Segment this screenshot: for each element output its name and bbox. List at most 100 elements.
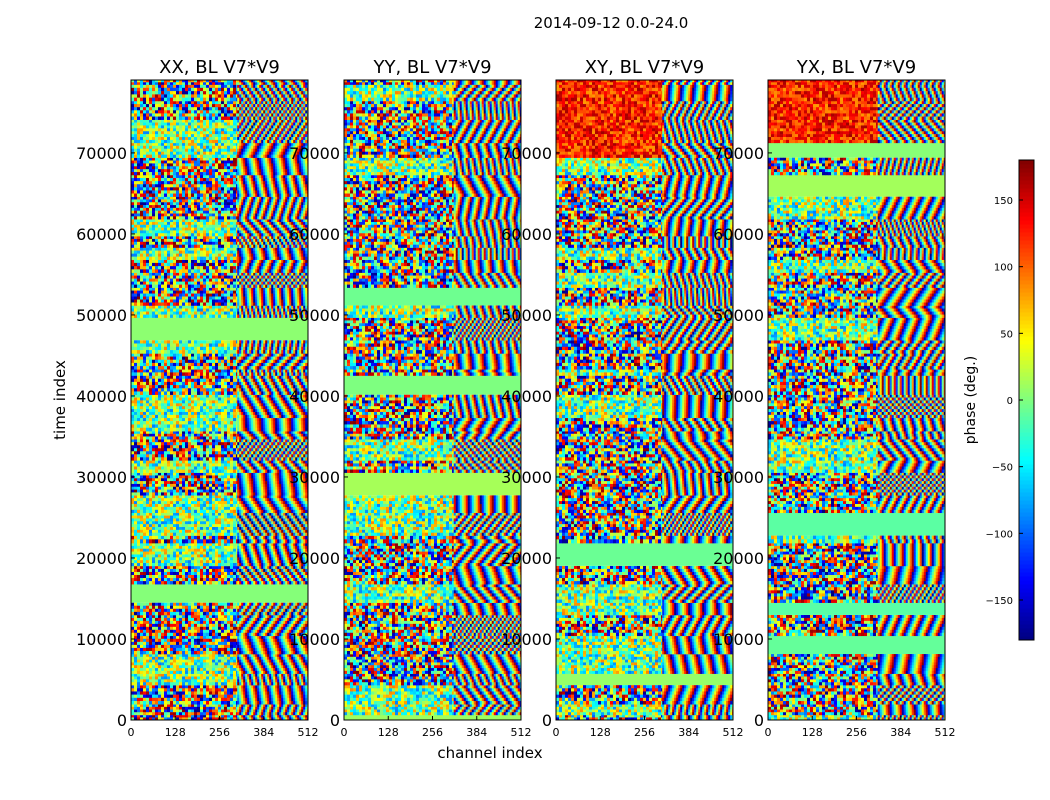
colorbar-segment — [1019, 332, 1034, 337]
colorbar-segment — [1019, 516, 1034, 521]
colorbar-segment — [1019, 204, 1034, 209]
x-tick-label: 0 — [341, 726, 348, 739]
colorbar-segment — [1019, 248, 1034, 253]
colorbar-segment — [1019, 552, 1034, 557]
y-tick-label: 40000 — [289, 387, 340, 406]
colorbar-segment — [1019, 392, 1034, 397]
colorbar-segment — [1019, 432, 1034, 437]
colorbar-segment — [1019, 456, 1034, 461]
y-tick-label: 40000 — [76, 387, 127, 406]
y-tick-label: 30000 — [501, 468, 552, 487]
x-tick-label: 512 — [935, 726, 956, 739]
colorbar-segment — [1019, 400, 1034, 405]
colorbar-segment — [1019, 532, 1034, 537]
y-tick-label: 60000 — [76, 225, 127, 244]
colorbar-segment — [1019, 240, 1034, 245]
colorbar-segment — [1019, 296, 1034, 301]
x-tick-label: 384 — [466, 726, 487, 739]
colorbar-segment — [1019, 500, 1034, 505]
colorbar-segment — [1019, 264, 1034, 269]
colorbar-segment — [1019, 600, 1034, 605]
colorbar-segment — [1019, 168, 1034, 173]
colorbar-tick-label: 100 — [994, 263, 1013, 274]
colorbar-segment — [1019, 380, 1034, 385]
colorbar-tick-label: −50 — [992, 463, 1013, 474]
colorbar-segment — [1019, 508, 1034, 513]
x-tick-label: 128 — [165, 726, 186, 739]
y-tick-label: 0 — [542, 711, 552, 730]
colorbar-segment — [1019, 364, 1034, 369]
colorbar-segment — [1019, 632, 1034, 637]
colorbar-segment — [1019, 312, 1034, 317]
x-tick-label: 128 — [378, 726, 399, 739]
panel-yx: YX, BL V7*V9 0 128 256 384 512 0 10000 20000 3000… — [713, 57, 955, 739]
x-tick-label: 256 — [634, 726, 655, 739]
colorbar-segment — [1019, 340, 1034, 345]
colorbar-segment — [1019, 544, 1034, 549]
colorbar-segment — [1019, 588, 1034, 593]
colorbar-segment — [1019, 420, 1034, 425]
y-tick-label: 70000 — [76, 144, 127, 163]
x-tick-label: 128 — [802, 726, 823, 739]
colorbar-segment — [1019, 320, 1034, 325]
colorbar-segment — [1019, 224, 1034, 229]
colorbar-segment — [1019, 528, 1034, 533]
colorbar-segment — [1019, 444, 1034, 449]
colorbar-segment — [1019, 184, 1034, 189]
colorbar-segment — [1019, 288, 1034, 293]
colorbar-segment — [1019, 512, 1034, 517]
colorbar-segment — [1019, 360, 1034, 365]
y-tick-label: 0 — [754, 711, 764, 730]
y-tick-label: 50000 — [713, 306, 764, 325]
colorbar-segment — [1019, 460, 1034, 465]
colorbar-segment — [1019, 556, 1034, 561]
colorbar-segment — [1019, 328, 1034, 333]
colorbar-segment — [1019, 200, 1034, 205]
phase-heatmap — [344, 80, 521, 720]
figure-title: 2014-09-12 0.0-24.0 — [534, 14, 689, 32]
colorbar-segment — [1019, 440, 1034, 445]
colorbar-segment — [1019, 336, 1034, 341]
colorbar-segment — [1019, 592, 1034, 597]
panel-yy: YY, BL V7*V9 0 128 256 384 512 0 10000 20000 3000… — [289, 57, 543, 762]
colorbar-segment — [1019, 284, 1034, 289]
colorbar-segment — [1019, 316, 1034, 321]
colorbar-segment — [1019, 268, 1034, 273]
x-tick-label: 384 — [678, 726, 699, 739]
colorbar-segment — [1019, 368, 1034, 373]
x-tick-label: 128 — [590, 726, 611, 739]
colorbar-segment — [1019, 568, 1034, 573]
y-tick-label: 70000 — [713, 144, 764, 163]
y-tick-label: 40000 — [501, 387, 552, 406]
y-tick-label: 50000 — [501, 306, 552, 325]
colorbar-segment — [1019, 308, 1034, 313]
x-tick-label: 0 — [128, 726, 135, 739]
colorbar-segment — [1019, 536, 1034, 541]
colorbar-segment — [1019, 564, 1034, 569]
colorbar-segment — [1019, 252, 1034, 257]
colorbar-segment — [1019, 620, 1034, 625]
colorbar-segment — [1019, 208, 1034, 213]
x-tick-label: 512 — [723, 726, 744, 739]
colorbar-segment — [1019, 596, 1034, 601]
y-tick-label: 30000 — [289, 468, 340, 487]
panel-title: XX, BL V7*V9 — [159, 57, 280, 78]
colorbar-segment — [1019, 416, 1034, 421]
colorbar-segment — [1019, 504, 1034, 509]
y-tick-label: 50000 — [289, 306, 340, 325]
colorbar-segment — [1019, 636, 1034, 641]
colorbar-tick-label: −150 — [986, 596, 1013, 607]
colorbar-segment — [1019, 480, 1034, 485]
x-tick-label: 256 — [846, 726, 867, 739]
colorbar-segment — [1019, 604, 1034, 609]
colorbar-segment — [1019, 180, 1034, 185]
colorbar-segment — [1019, 488, 1034, 493]
colorbar-segment — [1019, 300, 1034, 305]
colorbar-segment — [1019, 324, 1034, 329]
panels: XX, BL V7*V9 0 128 256 384 512 0 10000 20000 3000… — [51, 57, 956, 762]
colorbar-segment — [1019, 548, 1034, 553]
colorbar-segment — [1019, 436, 1034, 441]
colorbar-segment — [1019, 540, 1034, 545]
colorbar-segment — [1019, 160, 1034, 165]
colorbar-segment — [1019, 236, 1034, 241]
